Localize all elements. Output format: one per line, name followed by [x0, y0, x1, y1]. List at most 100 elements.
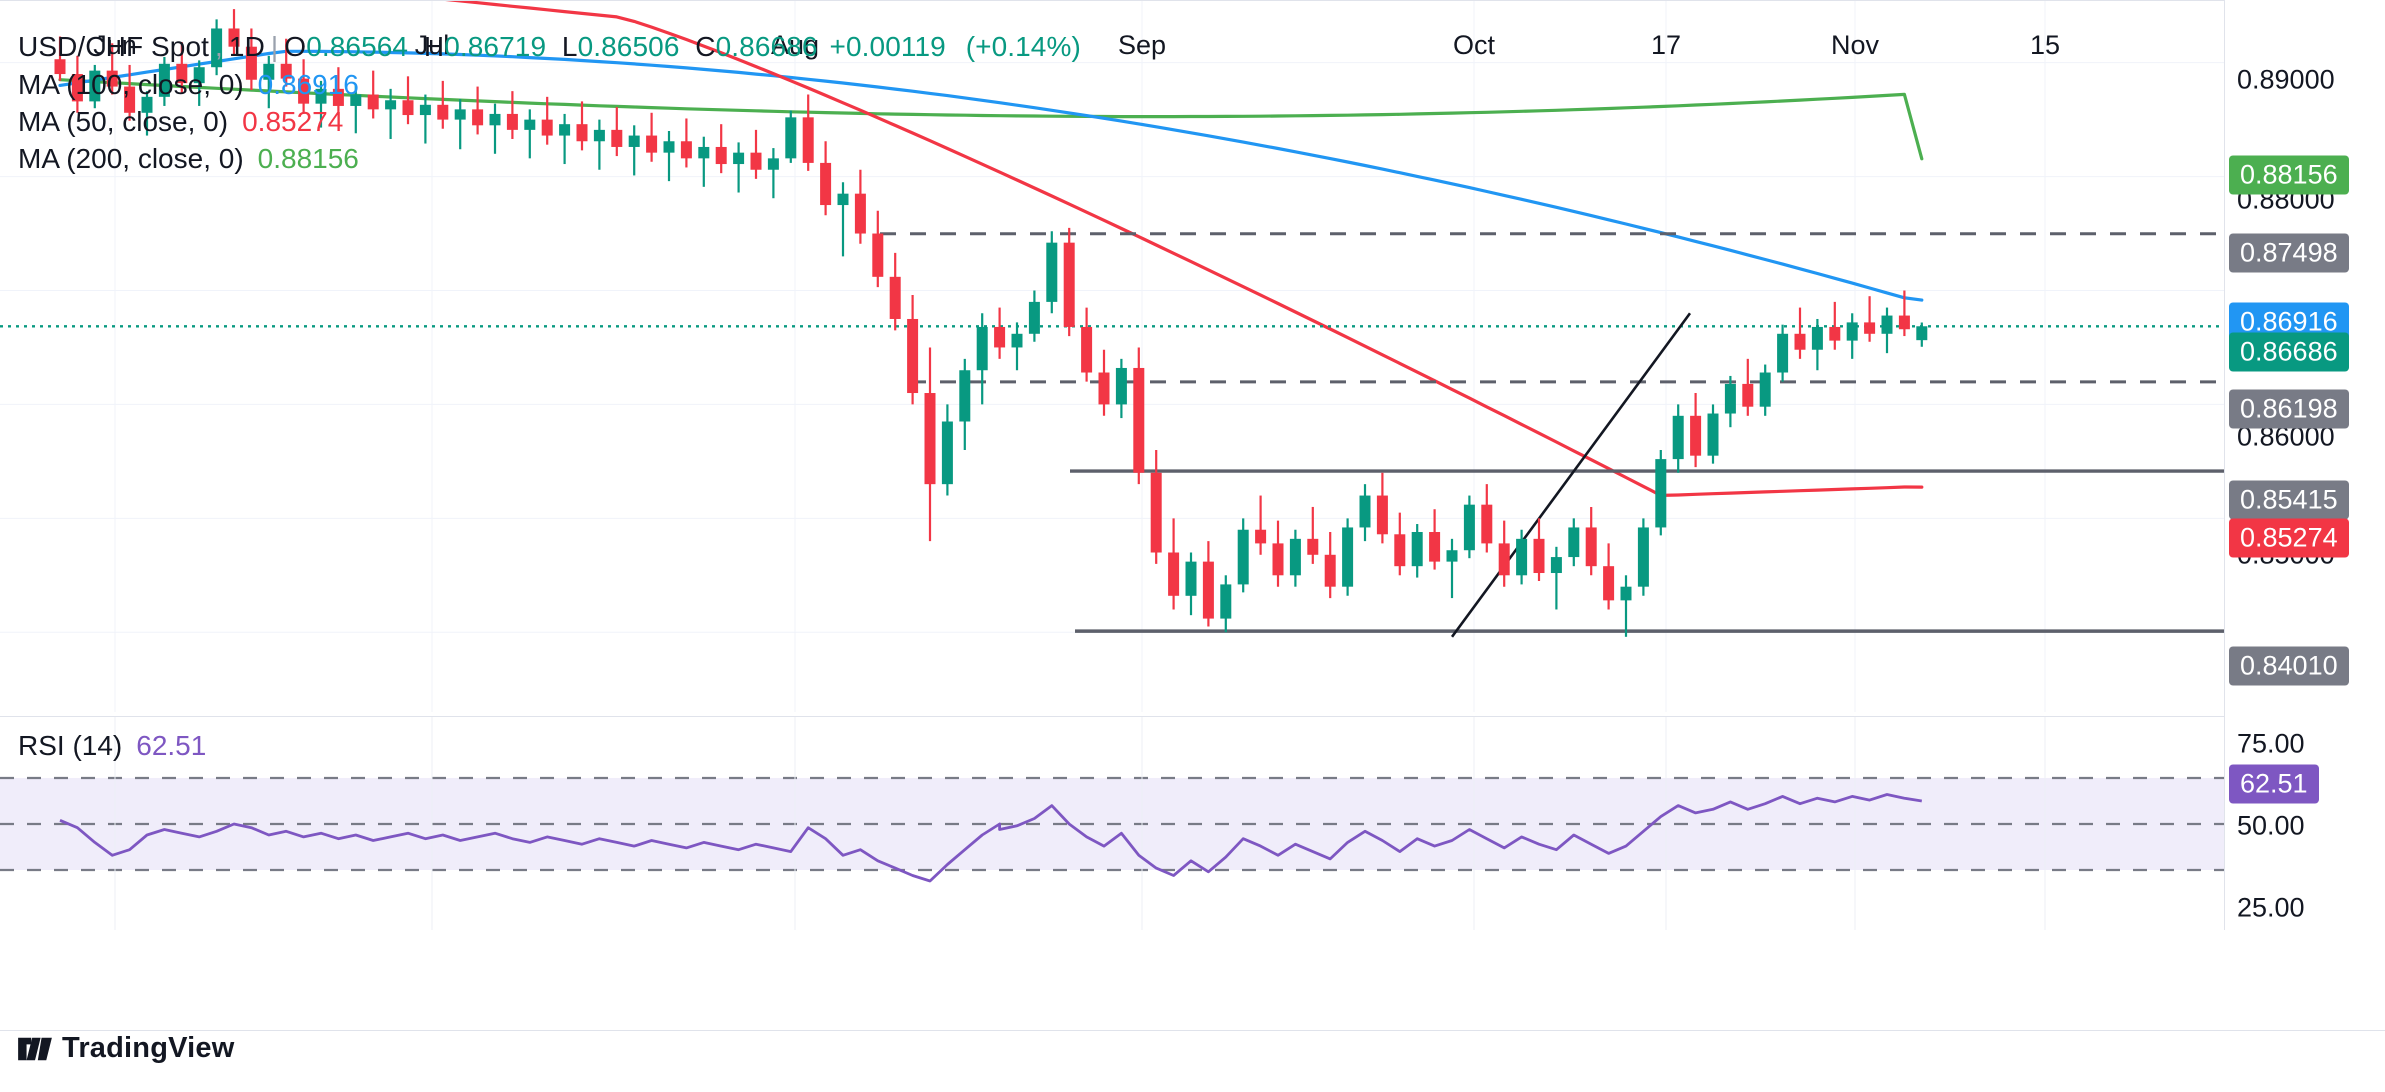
candle-body[interactable]: [1916, 326, 1928, 341]
candle-body[interactable]: [924, 393, 936, 485]
candle-body[interactable]: [1794, 333, 1806, 350]
price-scale[interactable]: 0.890000.880000.860000.850000.881560.874…: [2224, 0, 2385, 930]
candle-body[interactable]: [1724, 383, 1736, 414]
candle-body[interactable]: [1655, 459, 1667, 528]
candle-body[interactable]: [1759, 372, 1771, 407]
candle-body[interactable]: [193, 67, 205, 84]
candle-body[interactable]: [1516, 538, 1528, 576]
candle-body[interactable]: [733, 152, 745, 165]
candle-body[interactable]: [1898, 315, 1910, 330]
candle-body[interactable]: [1481, 504, 1493, 544]
candle-body[interactable]: [350, 94, 362, 106]
candle-body[interactable]: [332, 88, 344, 106]
candle-body[interactable]: [820, 162, 832, 206]
candle-body[interactable]: [1202, 561, 1214, 619]
candle-body[interactable]: [367, 94, 379, 110]
candle-body[interactable]: [680, 141, 692, 159]
candle-body[interactable]: [315, 88, 327, 104]
candle-body[interactable]: [576, 124, 588, 142]
rsi-indicator-pane[interactable]: [0, 716, 2224, 930]
candle-body[interactable]: [1011, 333, 1023, 348]
candle-body[interactable]: [767, 158, 779, 170]
rsi-value-badge[interactable]: 62.51: [2229, 764, 2319, 804]
candle-body[interactable]: [419, 104, 431, 116]
price-badge-resistance[interactable]: 0.85415: [2229, 480, 2349, 520]
candle-body[interactable]: [941, 421, 953, 485]
candle-body[interactable]: [854, 193, 866, 234]
candle-body[interactable]: [1168, 552, 1180, 596]
candle-body[interactable]: [628, 135, 640, 147]
candle-body[interactable]: [1603, 566, 1615, 601]
candle-body[interactable]: [437, 104, 449, 120]
candle-body[interactable]: [1272, 543, 1284, 576]
time-axis[interactable]: Jun Jul Aug Sep Oct 17 Nov 15: [0, 0, 2224, 98]
candle-body[interactable]: [1533, 538, 1545, 574]
candle-body[interactable]: [1342, 527, 1354, 587]
candle-body[interactable]: [245, 46, 257, 80]
candle-body[interactable]: [1811, 326, 1823, 350]
trendline-ascending[interactable]: [1450, 312, 1692, 638]
candle-body[interactable]: [1324, 554, 1336, 587]
candle-body[interactable]: [541, 119, 553, 136]
rsi-chart-canvas[interactable]: [0, 716, 2224, 930]
candle-body[interactable]: [1498, 543, 1510, 576]
candle-body[interactable]: [1237, 529, 1249, 585]
candle-body[interactable]: [976, 326, 988, 371]
price-badge-ma50[interactable]: 0.85274: [2229, 518, 2349, 558]
candle-body[interactable]: [959, 370, 971, 422]
candle-body[interactable]: [907, 318, 919, 394]
candle-body[interactable]: [785, 117, 797, 159]
candle-body[interactable]: [1046, 242, 1058, 302]
candle-body[interactable]: [1777, 333, 1789, 373]
candle-body[interactable]: [1742, 383, 1754, 407]
candle-body[interactable]: [1829, 326, 1841, 341]
candle-body[interactable]: [889, 276, 901, 319]
candle-body[interactable]: [698, 146, 710, 159]
candle-body[interactable]: [1881, 315, 1893, 334]
candle-body[interactable]: [1115, 367, 1127, 405]
candle-body[interactable]: [489, 113, 501, 126]
candle-body[interactable]: [1707, 413, 1719, 456]
candle-body[interactable]: [71, 74, 83, 102]
candle-body[interactable]: [106, 70, 118, 87]
candle-body[interactable]: [872, 233, 884, 277]
candle-body[interactable]: [1411, 532, 1423, 567]
candle-body[interactable]: [1463, 504, 1475, 551]
candle-body[interactable]: [1620, 586, 1632, 601]
candle-body[interactable]: [837, 193, 849, 206]
candle-body[interactable]: [1307, 538, 1319, 555]
candle-body[interactable]: [176, 63, 188, 84]
candle-body[interactable]: [1359, 495, 1371, 528]
candle-body[interactable]: [1289, 538, 1301, 576]
candle-body[interactable]: [524, 119, 536, 130]
candle-body[interactable]: [385, 100, 397, 110]
candle-body[interactable]: [506, 113, 518, 130]
candle-body[interactable]: [1446, 550, 1458, 562]
candle-body[interactable]: [141, 96, 153, 113]
candle-body[interactable]: [1585, 527, 1597, 567]
candle-body[interactable]: [298, 78, 310, 104]
candle-body[interactable]: [158, 63, 170, 97]
candle-body[interactable]: [802, 117, 814, 163]
candle-body[interactable]: [228, 28, 240, 47]
candle-body[interactable]: [1550, 557, 1562, 574]
candle-body[interactable]: [1429, 532, 1441, 562]
candle-body[interactable]: [54, 59, 66, 75]
candle-body[interactable]: [750, 152, 762, 170]
price-chart-canvas[interactable]: [0, 0, 2224, 712]
price-badge-support[interactable]: 0.84010: [2229, 646, 2349, 686]
candle-body[interactable]: [994, 326, 1006, 348]
candle-body[interactable]: [1185, 561, 1197, 596]
candle-body[interactable]: [559, 124, 571, 136]
candle-body[interactable]: [663, 141, 675, 153]
candle-body[interactable]: [1081, 326, 1093, 373]
candle-body[interactable]: [1133, 367, 1145, 473]
price-chart-pane[interactable]: [0, 0, 2224, 712]
candle-body[interactable]: [1672, 415, 1684, 460]
candle-body[interactable]: [1846, 322, 1858, 341]
price-badge-last-price[interactable]: 0.86686: [2229, 332, 2349, 372]
candle-body[interactable]: [611, 129, 623, 147]
candle-body[interactable]: [593, 129, 605, 142]
candle-body[interactable]: [1376, 495, 1388, 535]
candle-body[interactable]: [263, 63, 275, 80]
